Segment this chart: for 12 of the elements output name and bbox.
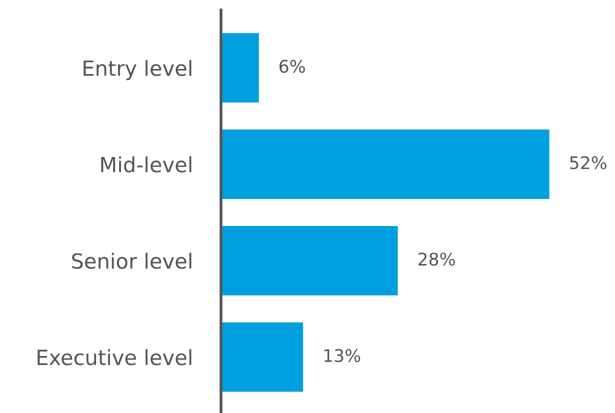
y-tick-label: Executive level: [38, 349, 192, 366]
y-tick-label: Entry level: [84, 60, 192, 80]
data-label: 52%: [570, 156, 606, 170]
y-tick-label: Senior level: [72, 252, 192, 269]
y-tick-label: Mid-level: [101, 156, 192, 172]
bar: [221, 226, 398, 296]
data-label: 13%: [324, 348, 360, 362]
bar: [221, 130, 550, 199]
data-label: 28%: [418, 252, 455, 266]
bar: [221, 322, 304, 392]
data-label: 6%: [280, 60, 305, 73]
bar: [221, 33, 259, 103]
